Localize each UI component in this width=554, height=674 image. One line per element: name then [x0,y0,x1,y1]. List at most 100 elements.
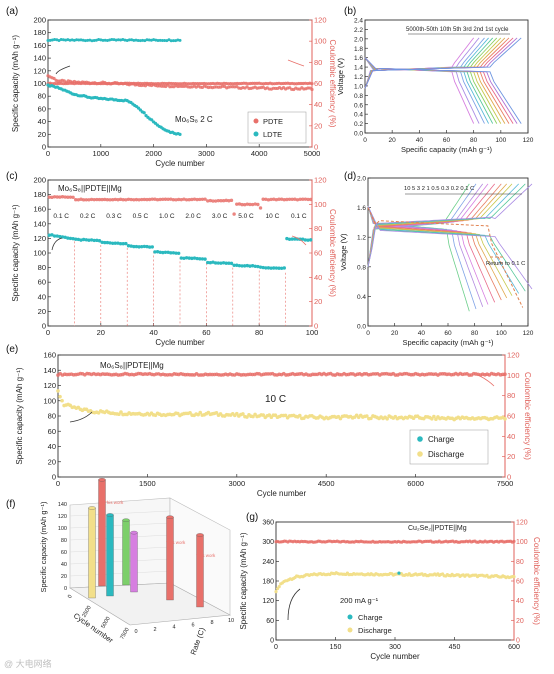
ldte-ce-point [136,39,140,43]
ce-point [237,202,242,206]
ce-point [503,372,507,376]
ce-point [163,197,168,201]
grid-line [69,522,171,529]
y-tick-label: 0.0 [354,131,363,138]
capacity-point [50,233,54,237]
x-tick-label: 7500 [497,479,514,488]
y-axis-label: Specific capacity (mAh g⁻¹) [15,367,24,464]
ce-point [105,198,110,202]
capacity-point [272,266,276,270]
x-tick-label: 0 [46,328,50,337]
y2-tick-label: 60 [314,79,322,88]
pdte-capacity-point [52,76,56,81]
charge-curve [367,183,533,267]
ldte-ce-point [116,38,120,42]
bar-top [122,518,130,522]
x-tick-label: 2500 [81,605,92,619]
ldte-ce-point [132,38,136,42]
y2-tick-label: 20 [314,121,322,130]
discharge-point [119,410,123,414]
ce-point [285,197,289,202]
x-tick-label: 4000 [251,149,268,158]
capacity-point [105,240,110,245]
capacity-point [68,236,73,241]
capacity-point [184,256,189,260]
ce-point [126,197,131,201]
y-tick-label: 100 [33,79,46,88]
ldte-ce-point [141,38,145,42]
grid-line [69,534,171,541]
y2-tick-label: 120 [314,16,327,25]
y-tick-label: 0.8 [357,264,366,271]
y-axis-label: Specific capacity (mAh g⁻¹) [239,532,248,629]
y-tick-label: 160 [33,205,46,214]
ce-point [512,539,516,544]
y-tick-label: 20 [38,130,46,139]
capacity-point [232,263,236,267]
discharge-curve [367,205,502,301]
capacity-point [113,241,118,245]
ldte-ce-point [154,38,158,42]
pdte-ce-point [253,81,257,85]
ce-point [179,197,184,202]
capacity-point [124,241,128,246]
capacity-point [134,244,139,249]
z-tick-label: 140 [58,502,67,508]
panel-c: 0 20 40 60 80 1000204060801001201401601802000… [6,171,337,347]
legend-label-discharge: Discharge [358,626,392,635]
discharge-point [188,411,192,415]
capacity-point [84,238,88,242]
charge-curve [364,37,480,89]
capacity-point [308,238,313,242]
y2-axis-label: Coulombic efficiency (%) [532,537,541,625]
y2-axis-label: Coulombic efficiency (%) [523,372,532,460]
capacity-point [150,245,154,249]
discharge-point [503,417,507,421]
y-axis-label: Specific capacity (mAh g⁻¹) [11,35,20,132]
capacity-point [256,264,260,269]
discharge-curve [367,205,508,299]
capacity-point [293,237,297,241]
x-tick-label: 20 [97,328,105,337]
pdte-ce-point [299,81,303,86]
plot-frame [275,521,515,641]
y2-axis-label: Coulombic efficiency (%) [328,209,337,297]
legend-label-ldte: LDTE [263,130,282,139]
pdte-capacity-point [310,87,314,92]
ce-point [134,197,139,202]
annotation: Mo₆S₈ 2 C [175,115,213,124]
capacity-point [229,261,234,266]
capacity-point [282,266,286,270]
bar [196,534,204,608]
legend-label-discharge: Discharge [428,450,465,459]
z-axis-label: Specific capacity (mAh g⁻¹) [39,501,48,593]
return-curve [367,207,524,308]
panel-label: (b) [344,6,356,17]
x-tick-label: 5000 [304,149,321,158]
capacity-point [198,257,202,261]
y-tick-label: 200 [33,176,46,185]
panel-label: (c) [6,171,18,182]
y-tick-label: 20 [38,307,46,316]
capacity-point [306,238,310,242]
x-tick-label: 120 [523,137,534,144]
ce-point [68,195,73,199]
y2-tick-label: 60 [516,579,524,586]
capacity-point [213,261,218,265]
x-tick-label: 100 [495,137,506,144]
y-tick-label: 140 [43,366,56,375]
capacity-point [208,261,213,265]
x-tick-label: 80 [471,330,479,337]
y2-tick-label: 60 [507,412,515,421]
capacity-point [221,261,226,265]
ldte-ce-point [163,39,167,43]
discharge-point [198,410,203,415]
y-axis-label: Voltage (V) [336,57,345,95]
y2-tick-label: 40 [314,273,322,282]
watermark: @ 大电网络 [4,658,52,669]
ce-point [121,197,125,202]
ce-point [97,197,102,202]
discharge-point [432,414,436,419]
ce-point [100,197,104,202]
y-tick-label: 2.4 [354,18,363,25]
